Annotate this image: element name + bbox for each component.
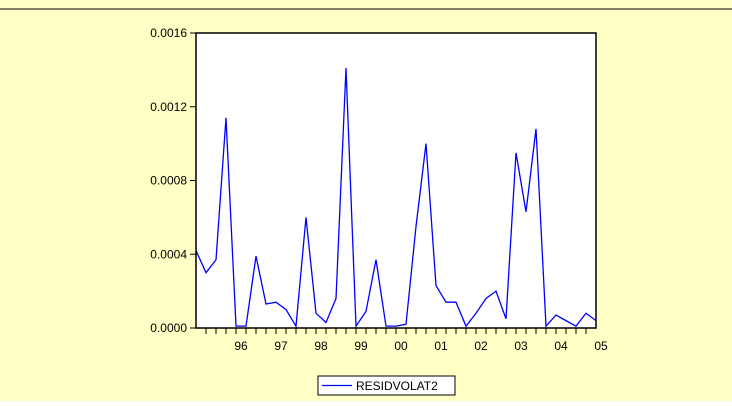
data-point (395, 325, 398, 328)
plot-background (196, 33, 596, 328)
data-point (425, 142, 428, 145)
x-axis: 96 97 98 99 00 01 02 03 04 05 (205, 328, 608, 353)
data-point (335, 297, 338, 300)
data-point (405, 323, 408, 326)
x-tick-label: 99 (354, 339, 368, 353)
y-tick-label: 0.0000 (150, 321, 187, 335)
data-point (205, 271, 208, 274)
x-tick-label: 05 (594, 339, 608, 353)
x-tick-label: 02 (474, 339, 488, 353)
data-point (255, 255, 258, 258)
y-axis: 0.0000 0.0004 0.0008 0.0012 0.0016 (150, 26, 196, 335)
data-point (535, 127, 538, 130)
legend-box (317, 375, 456, 396)
data-point (225, 116, 228, 119)
plot-frame (195, 32, 597, 329)
data-point (295, 325, 298, 328)
data-point (415, 225, 418, 228)
data-point (285, 308, 288, 311)
data-point (585, 312, 588, 315)
data-point (275, 301, 278, 304)
x-tick-label: 96 (234, 339, 248, 353)
data-point (365, 310, 368, 313)
x-tick-label: 04 (554, 339, 568, 353)
data-point (485, 297, 488, 300)
data-point (435, 284, 438, 287)
y-tick-label: 0.0016 (150, 26, 187, 40)
y-tick-label: 0.0004 (150, 247, 187, 261)
legend-label-residvolat2: RESIDVOLAT2 (356, 379, 438, 393)
data-point (345, 67, 348, 70)
data-point (565, 319, 568, 322)
data-point (375, 258, 378, 261)
data-point (505, 317, 508, 320)
data-point (245, 325, 248, 328)
data-point (495, 290, 498, 293)
data-point (545, 325, 548, 328)
data-point (325, 321, 328, 324)
data-point (385, 325, 388, 328)
data-point (215, 258, 218, 261)
x-tick-label: 01 (434, 339, 448, 353)
series-layer (195, 67, 597, 329)
y-tick-label: 0.0008 (150, 174, 187, 188)
data-point (475, 312, 478, 315)
x-tick-label: 97 (274, 339, 288, 353)
data-point (515, 151, 518, 154)
data-point (465, 325, 468, 328)
series-line-residvolat2 (195, 68, 597, 329)
data-point (315, 312, 318, 315)
data-point (355, 325, 358, 328)
x-tick-label: 00 (394, 339, 408, 353)
x-tick-label: 98 (314, 339, 328, 353)
data-point (235, 325, 238, 328)
legend: RESIDVOLAT2 (317, 375, 456, 396)
data-point (265, 303, 268, 306)
data-point (305, 216, 308, 219)
plot-area (196, 33, 596, 328)
data-point (575, 325, 578, 328)
data-point (555, 314, 558, 317)
data-point (525, 210, 528, 213)
x-tick-label: 03 (514, 339, 528, 353)
data-point (445, 301, 448, 304)
data-point (455, 301, 458, 304)
y-tick-label: 0.0012 (150, 100, 187, 114)
